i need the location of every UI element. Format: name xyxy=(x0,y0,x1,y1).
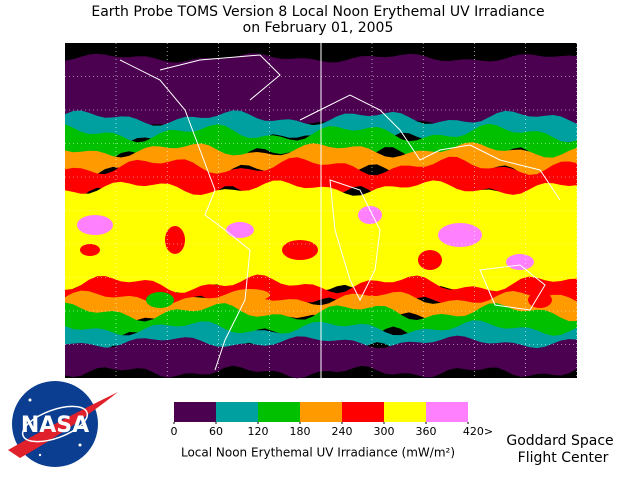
uv-patch xyxy=(506,254,534,270)
coastline xyxy=(299,94,561,201)
logo-star xyxy=(38,453,42,457)
uv-patch xyxy=(358,206,382,224)
logo-text: NASA xyxy=(21,413,89,438)
colorbar-label: Local Noon Erythemal UV Irradiance (mW/m… xyxy=(181,446,455,460)
colorbar-swatch xyxy=(258,402,300,422)
uv-patch xyxy=(282,240,318,260)
coastline xyxy=(479,264,546,311)
uv-patch xyxy=(528,292,552,308)
colorbar-swatch xyxy=(342,402,384,422)
uv-patch xyxy=(226,222,254,238)
uv-patch xyxy=(418,250,442,270)
colorbar-swatch xyxy=(384,402,426,422)
colorbar: 0 60 120 180 240 300 360 420> xyxy=(171,402,493,438)
logo-orbit xyxy=(21,405,89,443)
colorbar-swatch xyxy=(174,402,216,422)
logo-star xyxy=(28,398,32,402)
colorbar-swatch xyxy=(216,402,258,422)
coastline xyxy=(159,54,281,101)
uv-patch xyxy=(438,223,482,247)
credit-line: Goddard Space xyxy=(506,433,613,449)
title-line: Earth Probe TOMS Version 8 Local Noon Er… xyxy=(91,4,544,20)
uv-patch xyxy=(230,289,270,301)
uv-patch xyxy=(80,244,100,256)
uv-map xyxy=(65,43,578,379)
colorbar-tick-label: 120 xyxy=(248,425,269,438)
colorbar-tick-label: 60 xyxy=(209,425,223,438)
title-line: on February 01, 2005 xyxy=(243,20,394,36)
colorbar-tick-label: 240 xyxy=(332,425,353,438)
coastline xyxy=(119,59,251,371)
uv-patch xyxy=(146,292,174,308)
colorbar-tick-label: 420> xyxy=(463,425,493,438)
colorbar-tick-label: 180 xyxy=(290,425,311,438)
uv-patch xyxy=(165,226,185,254)
colorbar-tick-label: 0 xyxy=(171,425,178,438)
colorbar-tick-label: 360 xyxy=(416,425,437,438)
colorbar-swatch xyxy=(426,402,468,422)
credit-line: Flight Center xyxy=(518,450,609,466)
coastline xyxy=(329,179,381,302)
nasa-logo: NASA xyxy=(8,381,118,467)
colorbar-tick-label: 300 xyxy=(374,425,395,438)
colorbar-swatch xyxy=(300,402,342,422)
logo-star xyxy=(78,443,82,447)
uv-patch xyxy=(77,215,113,235)
